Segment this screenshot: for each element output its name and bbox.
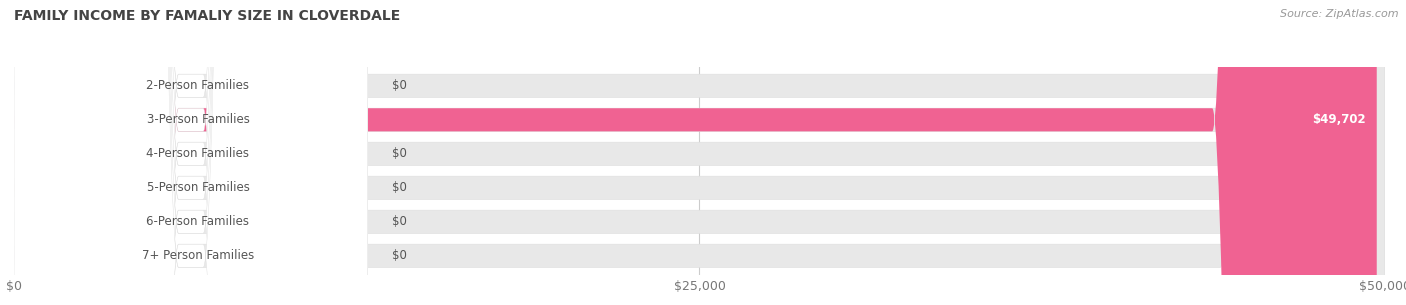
FancyBboxPatch shape bbox=[14, 0, 1385, 305]
FancyBboxPatch shape bbox=[14, 0, 368, 305]
Text: 4-Person Families: 4-Person Families bbox=[146, 147, 249, 160]
Text: 7+ Person Families: 7+ Person Families bbox=[142, 249, 254, 262]
FancyBboxPatch shape bbox=[14, 0, 1385, 305]
Text: $0: $0 bbox=[392, 147, 408, 160]
Text: Source: ZipAtlas.com: Source: ZipAtlas.com bbox=[1281, 9, 1399, 19]
FancyBboxPatch shape bbox=[14, 0, 368, 305]
Text: $49,702: $49,702 bbox=[1312, 113, 1365, 126]
Text: 6-Person Families: 6-Person Families bbox=[146, 215, 249, 228]
FancyBboxPatch shape bbox=[14, 0, 368, 305]
Text: 5-Person Families: 5-Person Families bbox=[146, 181, 249, 194]
Text: $0: $0 bbox=[392, 249, 408, 262]
FancyBboxPatch shape bbox=[14, 0, 368, 305]
Text: 3-Person Families: 3-Person Families bbox=[146, 113, 249, 126]
FancyBboxPatch shape bbox=[14, 0, 1376, 305]
FancyBboxPatch shape bbox=[14, 0, 1385, 305]
Text: FAMILY INCOME BY FAMALIY SIZE IN CLOVERDALE: FAMILY INCOME BY FAMALIY SIZE IN CLOVERD… bbox=[14, 9, 401, 23]
Text: 2-Person Families: 2-Person Families bbox=[146, 79, 249, 92]
FancyBboxPatch shape bbox=[14, 0, 368, 305]
FancyBboxPatch shape bbox=[14, 0, 1385, 305]
Text: $0: $0 bbox=[392, 215, 408, 228]
FancyBboxPatch shape bbox=[14, 0, 1385, 305]
FancyBboxPatch shape bbox=[14, 0, 1385, 305]
FancyBboxPatch shape bbox=[14, 0, 368, 305]
Text: $0: $0 bbox=[392, 79, 408, 92]
Text: $0: $0 bbox=[392, 181, 408, 194]
